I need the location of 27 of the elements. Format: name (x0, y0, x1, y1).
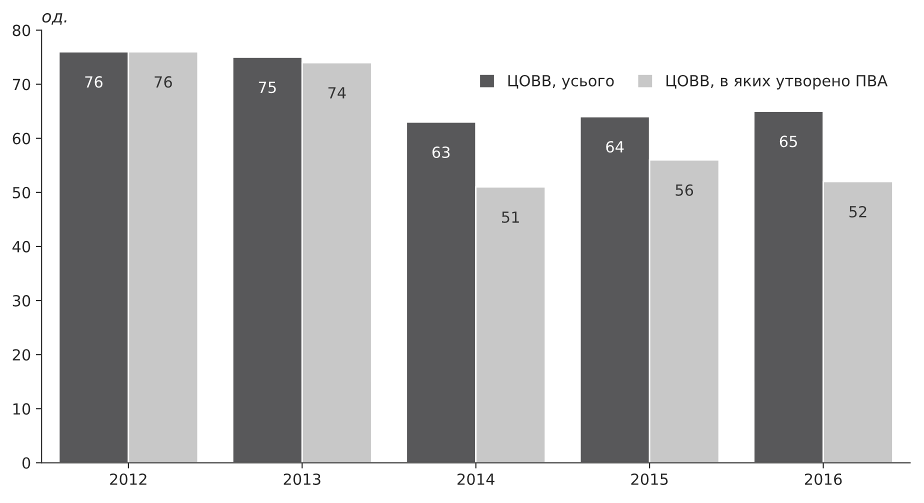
data-label: 76 (85, 76, 102, 88)
legend-label: ЦОВВ, в яких утворено ПВА (666, 74, 888, 90)
y-tick-label: 70 (12, 78, 30, 90)
y-tick-label: 60 (12, 132, 30, 144)
y-axis-title: од. (42, 13, 66, 25)
y-tick-label: 50 (12, 186, 30, 198)
data-label: 65 (780, 136, 797, 148)
x-tick-label: 2012 (110, 473, 146, 486)
data-label: 64 (606, 141, 624, 153)
y-tick-label: 20 (12, 349, 30, 361)
y-tick-label: 30 (12, 295, 30, 307)
data-label: 75 (258, 82, 276, 94)
x-tick-label: 2014 (458, 473, 494, 486)
data-label: 63 (432, 146, 450, 158)
y-tick-label: 10 (13, 403, 30, 415)
x-tick-label: 2015 (631, 473, 668, 486)
data-label: 51 (502, 212, 519, 223)
legend-label: ЦОВВ, усього (508, 74, 614, 90)
data-label: 74 (328, 87, 346, 98)
y-tick-label: 40 (12, 240, 30, 252)
y-tick-label: 80 (12, 24, 30, 36)
data-label: 76 (154, 76, 172, 88)
data-label: 56 (676, 184, 694, 196)
data-label: 52 (849, 206, 866, 218)
y-tick-label: 0 (22, 457, 30, 469)
x-tick-label: 2016 (804, 473, 842, 486)
x-tick-label: 2013 (284, 473, 320, 486)
